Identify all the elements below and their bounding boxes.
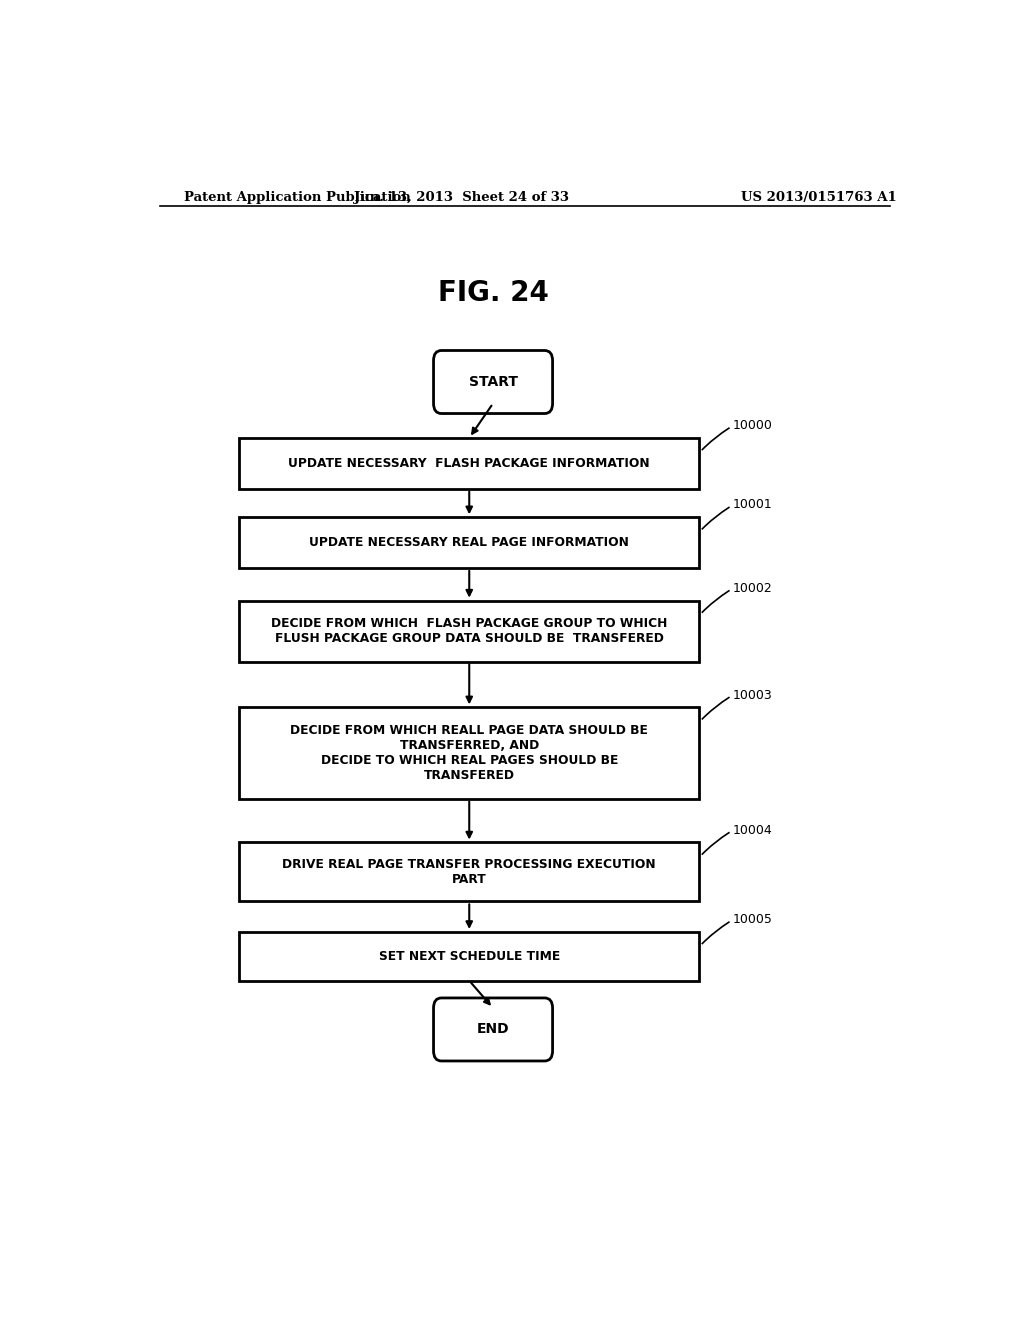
Text: END: END (477, 1023, 509, 1036)
Text: FIG. 24: FIG. 24 (437, 279, 549, 306)
Bar (240, 438, 699, 488)
Text: 10005: 10005 (733, 913, 772, 927)
Bar (240, 932, 699, 981)
Text: 10000: 10000 (733, 420, 772, 432)
Bar (240, 708, 699, 799)
Text: DECIDE FROM WHICH  FLASH PACKAGE GROUP TO WHICH
FLUSH PACKAGE GROUP DATA SHOULD : DECIDE FROM WHICH FLASH PACKAGE GROUP TO… (271, 616, 668, 645)
Text: START: START (469, 375, 517, 389)
Text: Patent Application Publication: Patent Application Publication (183, 190, 411, 203)
Text: SET NEXT SCHEDULE TIME: SET NEXT SCHEDULE TIME (379, 950, 560, 962)
Bar (240, 842, 699, 902)
Text: 10003: 10003 (733, 689, 772, 701)
Text: DRIVE REAL PAGE TRANSFER PROCESSING EXECUTION
PART: DRIVE REAL PAGE TRANSFER PROCESSING EXEC… (283, 858, 656, 886)
Text: DECIDE FROM WHICH REALL PAGE DATA SHOULD BE
TRANSFERRED, AND
DECIDE TO WHICH REA: DECIDE FROM WHICH REALL PAGE DATA SHOULD… (291, 723, 648, 781)
Text: Jun. 13, 2013  Sheet 24 of 33: Jun. 13, 2013 Sheet 24 of 33 (354, 190, 568, 203)
Text: UPDATE NECESSARY  FLASH PACKAGE INFORMATION: UPDATE NECESSARY FLASH PACKAGE INFORMATI… (289, 457, 650, 470)
Text: 10002: 10002 (733, 582, 772, 595)
Text: 10004: 10004 (733, 824, 772, 837)
Text: 10001: 10001 (733, 499, 772, 511)
Text: UPDATE NECESSARY REAL PAGE INFORMATION: UPDATE NECESSARY REAL PAGE INFORMATION (309, 536, 629, 549)
FancyBboxPatch shape (433, 351, 553, 413)
Bar (240, 517, 699, 568)
Bar (240, 601, 699, 661)
FancyBboxPatch shape (433, 998, 553, 1061)
Text: US 2013/0151763 A1: US 2013/0151763 A1 (740, 190, 896, 203)
